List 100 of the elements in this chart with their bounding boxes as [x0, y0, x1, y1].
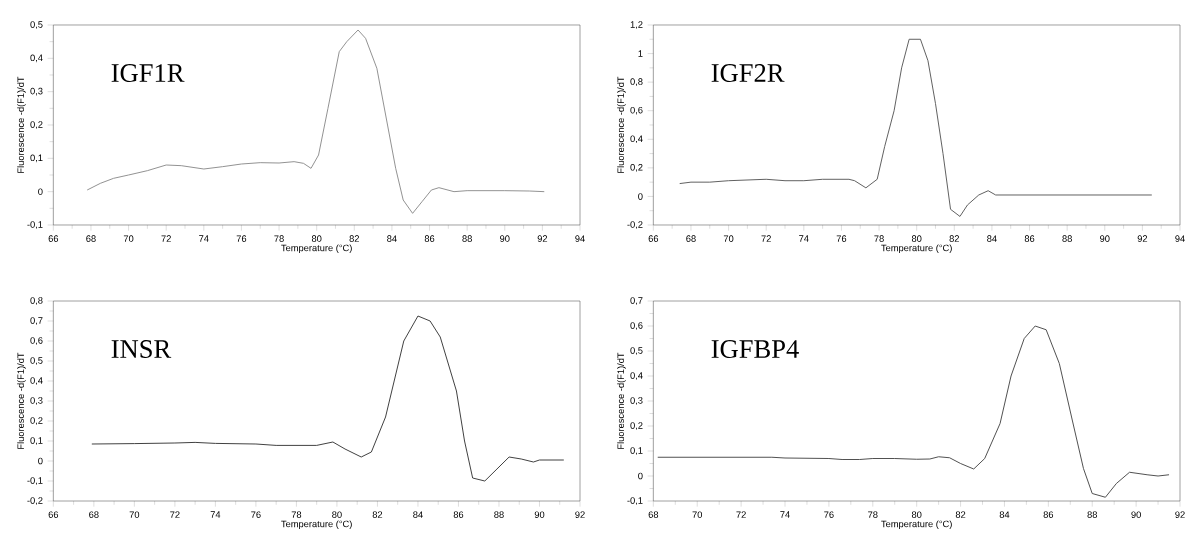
x-tick-label: 86	[1024, 235, 1035, 242]
y-tick-label: 0,3	[30, 397, 43, 405]
x-axis-title: Temperature (°C)	[881, 520, 952, 530]
y-tick-label: 0,1	[30, 154, 43, 163]
y-tick-label: 0,2	[30, 417, 43, 425]
x-tick-label: 90	[534, 511, 545, 518]
x-tick-label: 82	[349, 235, 359, 242]
x-tick-label: 66	[48, 511, 59, 518]
text: INSR	[111, 340, 172, 358]
y-tick-label: 0,6	[630, 322, 643, 330]
y-tick-label: 0,6	[30, 337, 43, 345]
x-tick-label: 88	[462, 235, 472, 242]
y-tick-label: 0	[638, 472, 643, 480]
x-tick-label: 72	[161, 235, 171, 242]
x-tick-label: 76	[824, 511, 834, 518]
x-axis-title: Temperature (°C)	[281, 520, 352, 530]
x-tick-label: 92	[1175, 511, 1185, 518]
x-tick-label: 76	[251, 511, 261, 518]
x-tick-label: 82	[955, 511, 966, 518]
y-axis-title: Fluorescence -d(F1)/dT	[17, 76, 26, 173]
y-axis-title: Fluorescence -d(F1)/dT	[617, 352, 626, 449]
y-tick-label: 0,8	[30, 297, 43, 305]
x-tick-label: 78	[274, 235, 284, 242]
x-tick-label: 88	[494, 511, 504, 518]
x-tick-label: 90	[1100, 235, 1110, 242]
x-tick-label: 76	[236, 235, 247, 242]
y-axis-title: Fluorescence -d(F1)/dT	[17, 352, 26, 449]
x-tick-label: 74	[199, 235, 209, 242]
x-tick-label: 94	[1175, 235, 1185, 242]
x-tick-label: 86	[1043, 511, 1054, 518]
y-tick-label: 0,7	[30, 317, 43, 325]
y-tick-label: 0,1	[30, 437, 43, 445]
x-tick-label: 66	[648, 235, 659, 242]
x-tick-label: 78	[868, 511, 878, 518]
y-tick-label: -0,1	[27, 221, 43, 229]
x-tick-label: 92	[575, 511, 585, 518]
x-tick-label: 78	[291, 511, 302, 518]
y-tick-label: 0,8	[630, 78, 643, 86]
y-tick-label: 0,4	[30, 54, 43, 63]
y-tick-label: 0,1	[630, 447, 643, 455]
text: IGF2R	[711, 64, 785, 82]
x-tick-label: 86	[453, 511, 464, 518]
y-tick-label: 0	[38, 457, 43, 465]
x-tick-label: 74	[799, 235, 809, 242]
x-tick-label: 92	[1137, 235, 1148, 242]
x-tick-label: 82	[949, 235, 959, 242]
y-tick-label: 1	[638, 50, 643, 57]
x-tick-label: 80	[332, 511, 342, 518]
y-tick-label: -0,1	[627, 497, 643, 505]
x-tick-label: 70	[129, 511, 140, 518]
x-tick-label: 88	[1087, 511, 1097, 518]
y-tick-label: 0,4	[630, 372, 643, 380]
y-tick-label: 0,2	[630, 164, 643, 172]
y-axis-title: Fluorescence -d(F1)/dT	[617, 76, 626, 173]
text: IGF1R	[111, 64, 185, 82]
x-tick-label: 80	[911, 235, 922, 242]
x-tick-label: 76	[836, 235, 847, 242]
y-tick-label: 0,5	[30, 21, 43, 29]
x-tick-label: 94	[575, 235, 585, 242]
y-tick-label: 1,2	[630, 21, 643, 29]
x-tick-label: 68	[89, 511, 99, 518]
x-tick-label: 72	[170, 511, 180, 518]
x-tick-label: 84	[387, 235, 397, 242]
x-tick-label: 68	[86, 235, 96, 242]
y-tick-label: 0,7	[630, 297, 643, 305]
x-tick-label: 72	[761, 235, 771, 242]
x-tick-label: 78	[874, 235, 884, 242]
y-tick-label: 0,2	[30, 121, 43, 129]
text: IGFBP4	[711, 340, 799, 358]
x-axis-title: Temperature (°C)	[281, 244, 352, 254]
y-tick-label: 0,2	[630, 422, 643, 430]
y-tick-label: 0,5	[30, 357, 43, 365]
y-tick-label: 0	[638, 193, 643, 200]
x-tick-label: 90	[500, 235, 510, 242]
x-tick-label: 72	[736, 511, 746, 518]
y-tick-label: 0,4	[30, 377, 43, 385]
y-tick-label: -0,1	[27, 477, 43, 485]
y-tick-label: 0,3	[30, 87, 43, 96]
x-tick-label: 84	[999, 511, 1010, 518]
y-tick-label: -0,2	[627, 221, 643, 229]
x-tick-label: 84	[987, 235, 997, 242]
y-tick-label: 0,3	[630, 397, 643, 405]
x-axis-title: Temperature (°C)	[881, 244, 952, 254]
x-tick-label: 68	[648, 511, 659, 518]
y-tick-label: 0,6	[630, 106, 643, 115]
x-tick-label: 90	[1131, 511, 1141, 518]
line-series	[91, 315, 565, 482]
x-tick-label: 88	[1062, 235, 1072, 242]
x-tick-label: 82	[372, 511, 383, 518]
x-tick-label: 80	[311, 235, 322, 242]
y-tick-label: 0	[38, 188, 43, 195]
x-tick-label: 84	[413, 511, 423, 518]
x-tick-label: 66	[48, 235, 59, 242]
y-tick-label: 0,4	[630, 135, 643, 144]
x-tick-label: 86	[424, 235, 435, 242]
x-tick-label: 68	[686, 235, 696, 242]
x-tick-label: 80	[911, 511, 922, 518]
x-tick-label: 70	[123, 235, 134, 242]
y-tick-label: -0,2	[27, 497, 43, 505]
x-tick-label: 74	[780, 511, 790, 518]
